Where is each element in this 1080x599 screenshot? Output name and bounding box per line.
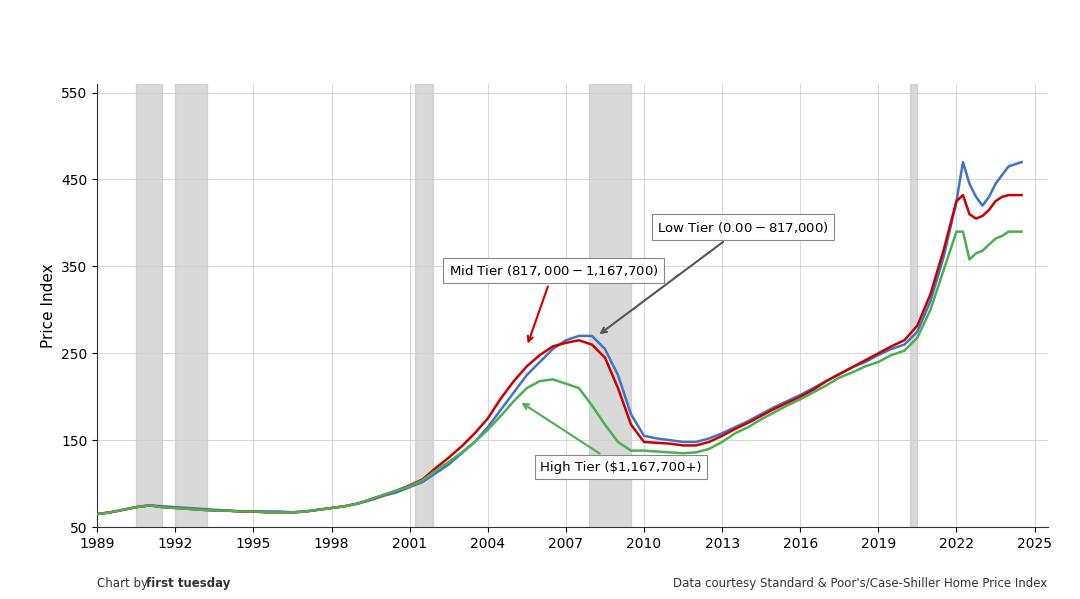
Text: Data courtesy Standard & Poor's/Case-Shiller Home Price Index: Data courtesy Standard & Poor's/Case-Shi…	[673, 577, 1048, 590]
Text: Low Tier ($0.00 - $817,000): Low Tier ($0.00 - $817,000)	[602, 220, 828, 333]
Bar	[415, 84, 433, 527]
Bar	[909, 84, 917, 527]
Bar	[136, 84, 162, 527]
Text: Mid Tier ($817,000 - $1,167,700): Mid Tier ($817,000 - $1,167,700)	[448, 263, 659, 341]
Text: Chart by: Chart by	[97, 577, 152, 590]
Text: High Tier ($1,167,700+): High Tier ($1,167,700+)	[524, 404, 701, 474]
Y-axis label: Price Index: Price Index	[41, 263, 55, 348]
Bar	[590, 84, 631, 527]
Text: first tuesday: first tuesday	[146, 577, 230, 590]
Bar	[175, 84, 206, 527]
Text: San Diego Tiered Home Pricing (1989-present): San Diego Tiered Home Pricing (1989-pres…	[229, 24, 851, 48]
